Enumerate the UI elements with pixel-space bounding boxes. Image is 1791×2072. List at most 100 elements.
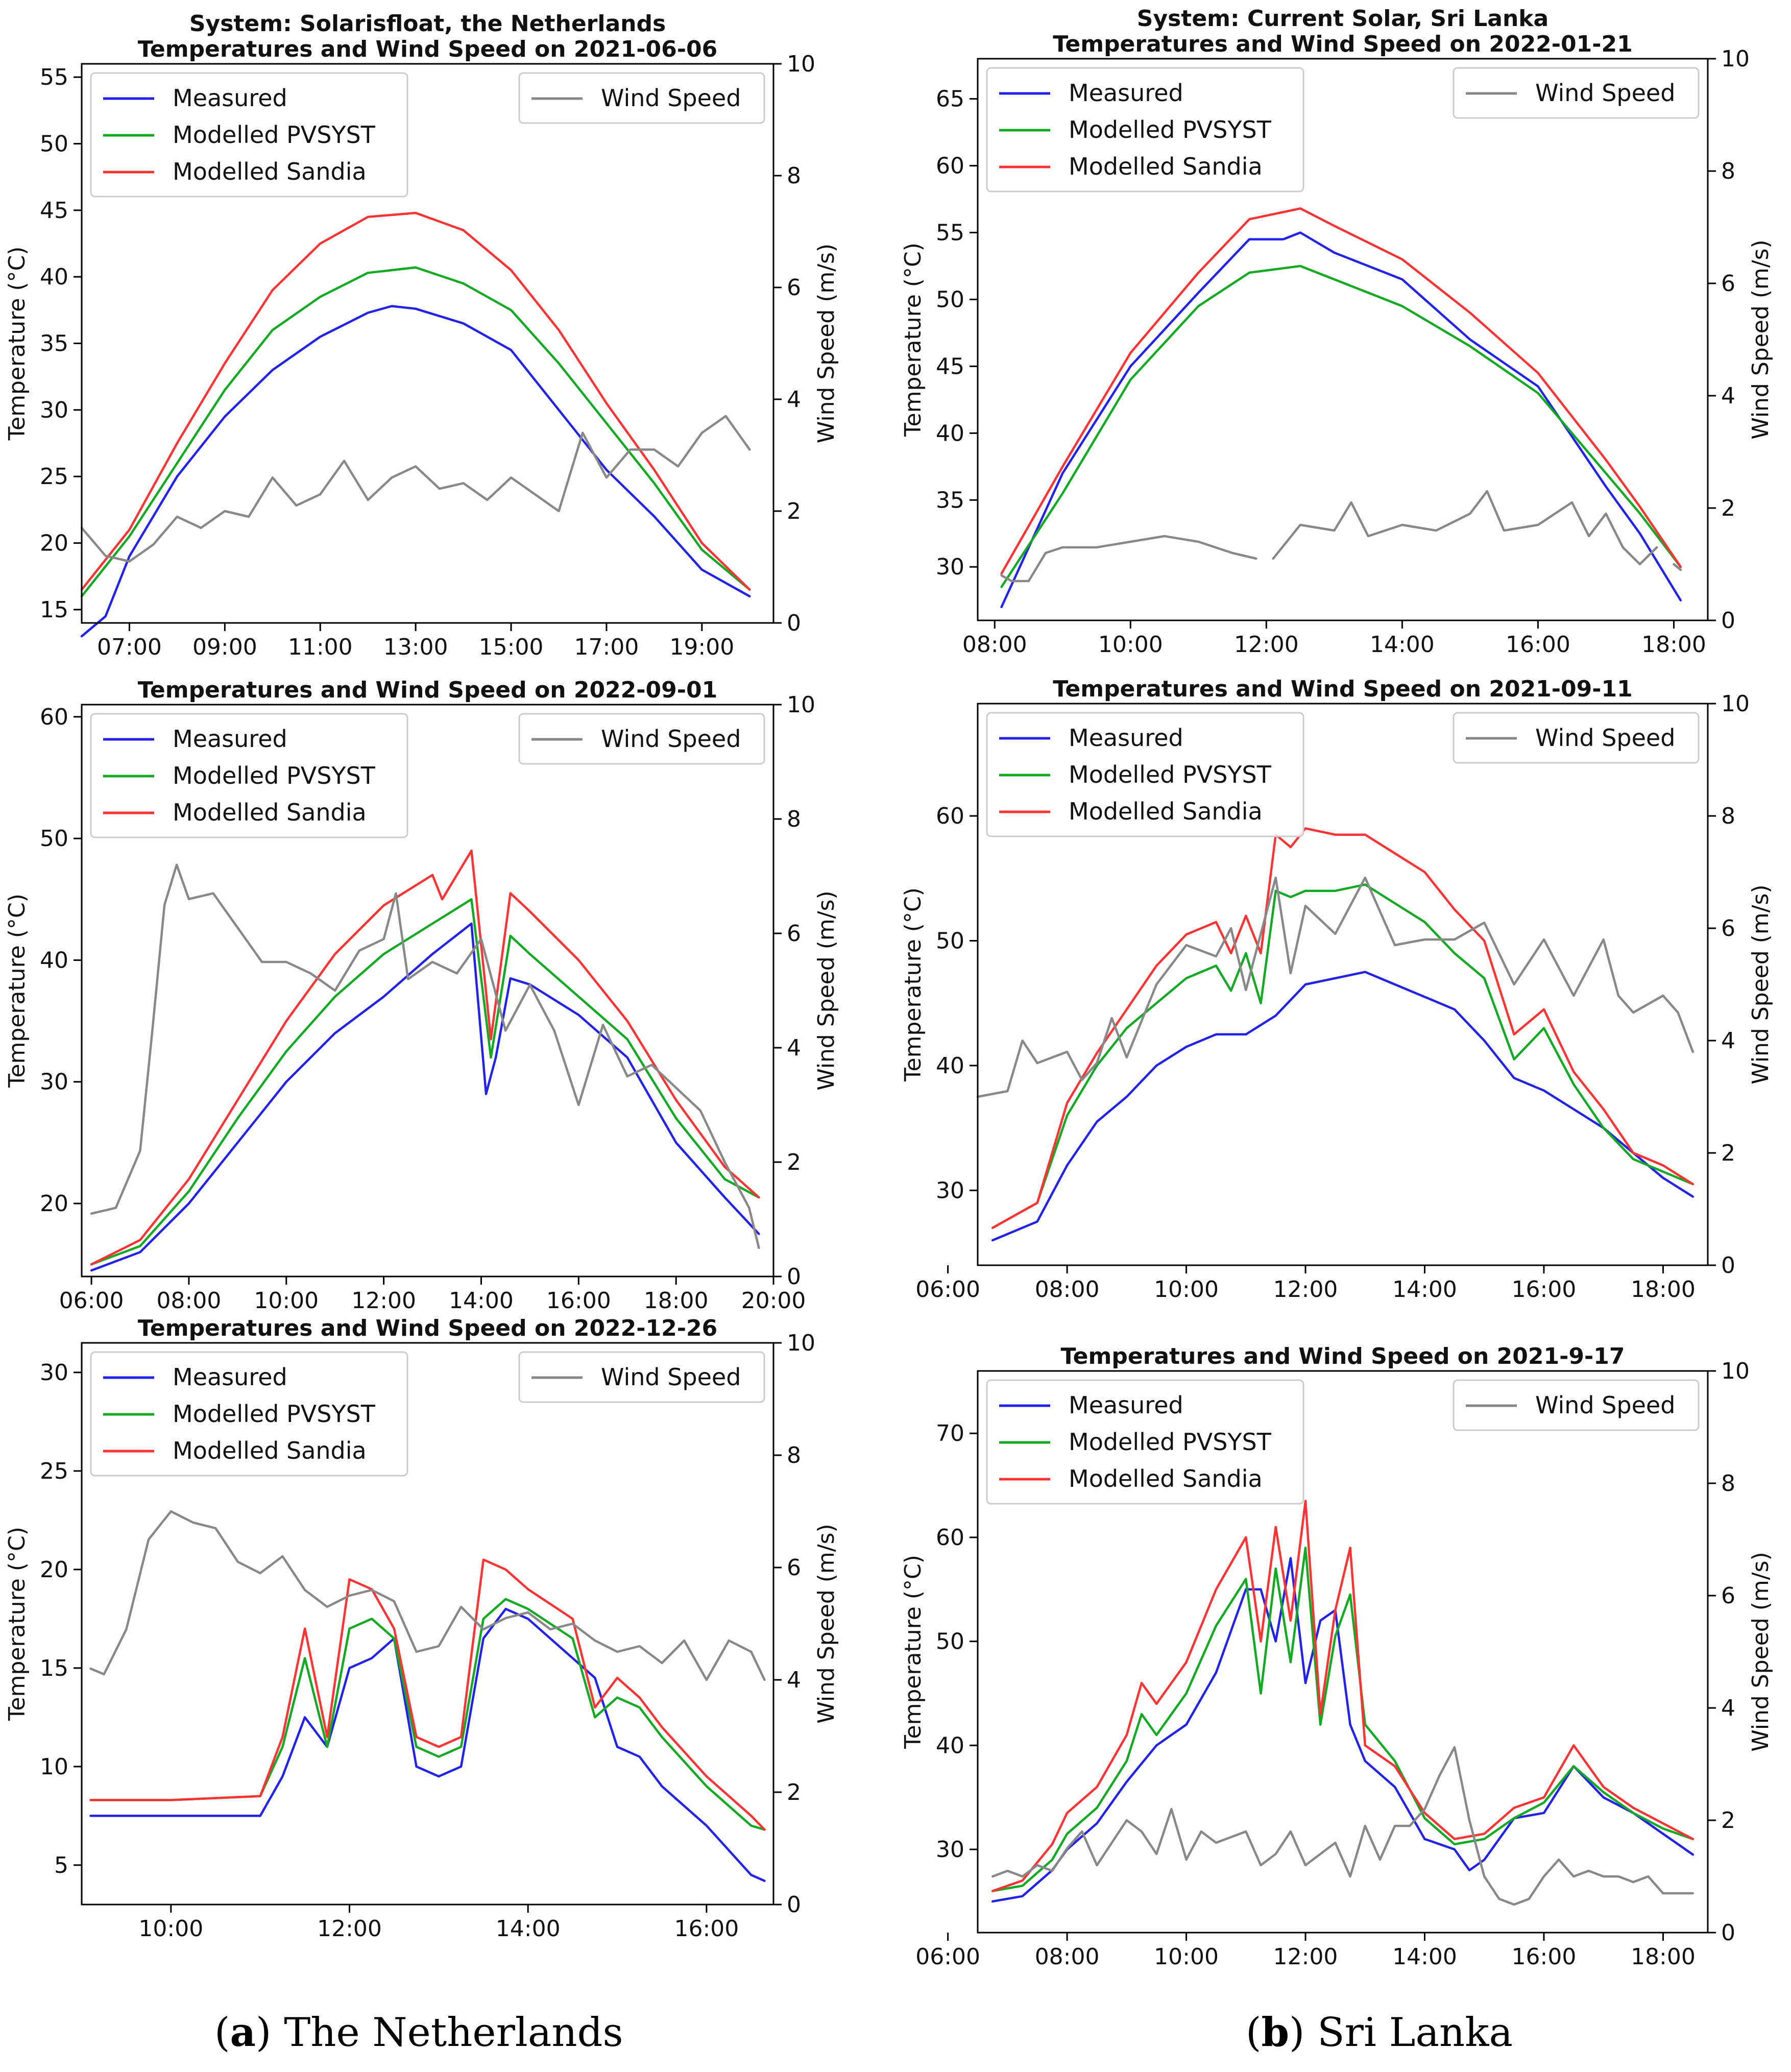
y-axis-label: Temperature (°C) xyxy=(4,1527,30,1721)
y2-tick-label: 6 xyxy=(787,921,801,947)
x-tick-label: 14:00 xyxy=(1392,1944,1457,1970)
y-tick-label: 50 xyxy=(40,826,68,852)
legend-label: Modelled Sandia xyxy=(1069,798,1263,825)
caption-b: (b) Sri Lanka xyxy=(1246,2009,1513,2056)
legend-label: Modelled PVSYST xyxy=(1069,1428,1272,1456)
legend-label: Modelled PVSYST xyxy=(173,1400,376,1428)
y2-tick-label: 6 xyxy=(787,1555,801,1581)
chart-title: System: Solarisfloat, the Netherlands xyxy=(189,11,666,37)
legend-label: Measured xyxy=(1069,724,1183,752)
y-tick-label: 35 xyxy=(936,487,964,513)
chart-title: Temperatures and Wind Speed on 2021-06-0… xyxy=(138,36,718,62)
y-tick-label: 50 xyxy=(936,286,964,312)
legend-label: Wind Speed xyxy=(601,84,741,112)
y2-tick-label: 2 xyxy=(1721,1140,1735,1166)
y2-tick-label: 4 xyxy=(1721,1028,1735,1054)
x-tick-label: 08:00 xyxy=(1035,1944,1100,1970)
y2-tick-label: 0 xyxy=(1721,608,1735,634)
y-tick-label: 25 xyxy=(40,1458,68,1484)
legend-label: Modelled PVSYST xyxy=(1069,761,1272,788)
x-tick-label: 13:00 xyxy=(383,634,448,660)
y-tick-label: 70 xyxy=(936,1420,964,1447)
y2-tick-label: 10 xyxy=(787,1330,815,1356)
chart-title: System: Current Solar, Sri Lanka xyxy=(1137,6,1548,32)
y2-tick-label: 6 xyxy=(1721,1583,1735,1609)
chart-title: Temperatures and Wind Speed on 2022-12-2… xyxy=(138,1315,718,1341)
x-tick-label: 17:00 xyxy=(574,634,639,660)
x-tick-label: 12:00 xyxy=(1273,1276,1338,1303)
series-line xyxy=(991,1547,1695,1892)
chart-4: Temperatures and Wind Speed on 2021-09-1… xyxy=(900,676,1774,1303)
y2-tick-label: 6 xyxy=(787,275,801,301)
y2-tick-label: 2 xyxy=(1721,1808,1735,1834)
x-tick-label: 18:00 xyxy=(1641,632,1706,658)
y-tick-label: 50 xyxy=(936,1629,964,1655)
y-axis-label: Temperature (°C) xyxy=(4,247,30,441)
x-tick-label: 16:00 xyxy=(674,1916,739,1942)
legend-label: Modelled Sandia xyxy=(1069,153,1263,180)
y-tick-label: 65 xyxy=(936,86,964,112)
x-tick-label: 08:00 xyxy=(157,1288,222,1314)
x-tick-label: 14:00 xyxy=(496,1916,561,1942)
legend-label: Wind Speed xyxy=(1535,1391,1675,1419)
plot-frame xyxy=(977,58,1709,621)
legend-label: Modelled Sandia xyxy=(173,799,367,826)
chart-title: Temperatures and Wind Speed on 2022-09-0… xyxy=(138,677,718,703)
y2-tick-label: 4 xyxy=(1721,383,1735,409)
y-tick-label: 40 xyxy=(936,1732,964,1758)
y2-tick-label: 4 xyxy=(787,387,801,413)
x-tick-label: 10:00 xyxy=(1154,1276,1219,1303)
y-tick-label: 20 xyxy=(40,1557,68,1583)
y-tick-label: 20 xyxy=(40,1191,68,1217)
x-tick-label: 16:00 xyxy=(1512,1944,1577,1970)
legend-right xyxy=(1453,712,1700,764)
y-tick-label: 40 xyxy=(40,947,68,973)
series-line xyxy=(90,849,760,1266)
y2-tick-label: 4 xyxy=(787,1035,801,1061)
y-tick-label: 15 xyxy=(40,597,68,623)
y-axis-label: Temperature (°C) xyxy=(900,1555,926,1749)
x-tick-label: 06:00 xyxy=(59,1288,124,1314)
legend-label: Measured xyxy=(173,1363,287,1391)
y-tick-label: 15 xyxy=(40,1655,68,1681)
legend-label: Modelled Sandia xyxy=(1069,1465,1263,1492)
x-tick-label: 08:00 xyxy=(1035,1276,1100,1303)
series-line xyxy=(89,1510,766,1681)
series-line xyxy=(80,211,751,591)
y2-tick-label: 10 xyxy=(787,51,815,77)
legend-label: Measured xyxy=(1069,79,1183,107)
plot-frame xyxy=(977,703,1709,1266)
y2-axis-label: Wind Speed (m/s) xyxy=(813,890,839,1090)
chart-2: System: Current Solar, Sri LankaTemperat… xyxy=(900,6,1774,658)
y2-tick-label: 4 xyxy=(787,1667,801,1693)
y2-tick-label: 10 xyxy=(1721,46,1750,72)
x-tick-label: 14:00 xyxy=(1392,1276,1457,1303)
y-tick-label: 30 xyxy=(40,1360,68,1386)
legend-label: Measured xyxy=(173,725,287,753)
y2-tick-label: 0 xyxy=(787,1264,801,1290)
series-line xyxy=(89,1607,766,1882)
legend-left xyxy=(90,72,408,198)
y-tick-label: 40 xyxy=(40,264,68,290)
y-tick-label: 55 xyxy=(936,220,964,246)
y2-tick-label: 0 xyxy=(787,1892,801,1918)
series-line xyxy=(80,415,751,563)
y-tick-label: 60 xyxy=(936,803,964,829)
y-tick-label: 45 xyxy=(40,198,68,224)
legend-left xyxy=(986,1379,1304,1505)
y2-tick-label: 6 xyxy=(1721,915,1735,942)
series-line xyxy=(976,876,1695,1098)
y-tick-label: 25 xyxy=(40,464,68,490)
legend-left xyxy=(986,712,1304,837)
y2-tick-label: 2 xyxy=(787,1779,801,1805)
chart-6: Temperatures and Wind Speed on 2021-9-17… xyxy=(900,1343,1774,1970)
y2-tick-label: 0 xyxy=(1721,1920,1735,1946)
plot-frame xyxy=(977,1370,1709,1934)
x-tick-label: 19:00 xyxy=(669,634,734,660)
chart-title: Temperatures and Wind Speed on 2021-09-1… xyxy=(1053,676,1633,702)
legend-left xyxy=(986,67,1304,192)
series-line xyxy=(1000,264,1682,588)
legend-label: Measured xyxy=(1069,1391,1183,1419)
series-line xyxy=(90,898,760,1266)
y-tick-label: 50 xyxy=(936,928,964,954)
